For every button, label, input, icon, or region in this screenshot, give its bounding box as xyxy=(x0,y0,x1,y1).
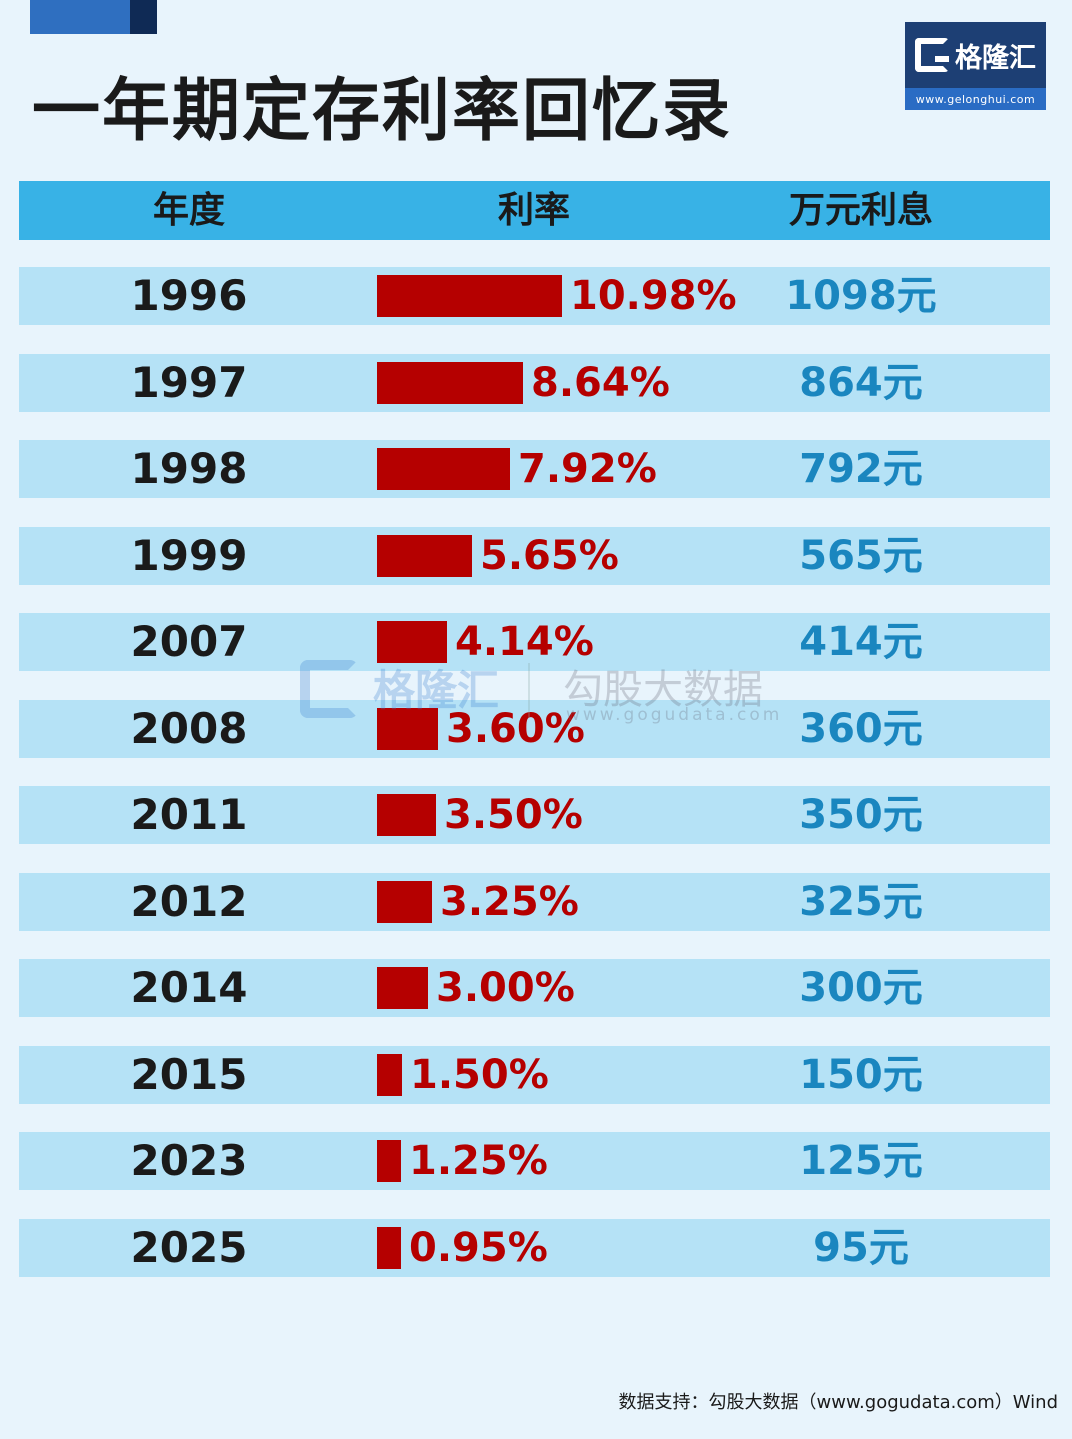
header-rate: 利率 xyxy=(497,190,571,231)
table-row: 1996 10.98% 1098元 xyxy=(19,267,1050,325)
rate-label: 5.65% xyxy=(480,533,619,579)
rate-label: 3.25% xyxy=(440,879,579,925)
table-row: 2023 1.25% 125元 xyxy=(19,1132,1050,1190)
header-interest: 万元利息 xyxy=(788,190,934,231)
table-row: 2025 0.95% 95元 xyxy=(19,1219,1050,1277)
interest-label: 360元 xyxy=(799,706,923,752)
rate-label: 0.95% xyxy=(409,1225,548,1271)
rate-bar xyxy=(377,794,436,836)
rate-label: 8.64% xyxy=(531,360,670,406)
rate-label: 1.25% xyxy=(409,1138,548,1184)
table-row: 1998 7.92% 792元 xyxy=(19,440,1050,498)
interest-label: 125元 xyxy=(799,1138,923,1184)
rate-bar xyxy=(377,362,523,404)
table-row: 2011 3.50% 350元 xyxy=(19,786,1050,844)
table-row: 2014 3.00% 300元 xyxy=(19,959,1050,1017)
rate-label: 1.50% xyxy=(410,1052,549,1098)
row-year: 2011 xyxy=(130,790,248,839)
logo-name: 格隆汇 xyxy=(955,42,1036,74)
table-header: 年度 利率 万元利息 xyxy=(19,181,1050,240)
g-logo-icon xyxy=(915,38,949,72)
rate-bar xyxy=(377,708,438,750)
rate-bar xyxy=(377,1140,401,1182)
table-row: 2007 4.14% 414元 xyxy=(19,613,1050,671)
interest-label: 325元 xyxy=(799,879,923,925)
table-row: 2008 3.60% 360元 xyxy=(19,700,1050,758)
row-year: 2008 xyxy=(130,704,248,753)
rate-bar xyxy=(377,275,562,317)
top-accent-bar-light xyxy=(30,0,130,34)
interest-label: 95元 xyxy=(813,1225,909,1271)
rate-bar xyxy=(377,1227,401,1269)
row-year: 2007 xyxy=(130,617,248,666)
page-title: 一年期定存利率回忆录 xyxy=(32,72,733,151)
rate-label: 3.60% xyxy=(446,706,585,752)
table-row: 2012 3.25% 325元 xyxy=(19,873,1050,931)
row-year: 2025 xyxy=(130,1223,248,1272)
row-year: 2015 xyxy=(130,1050,248,1099)
row-year: 2012 xyxy=(130,877,248,926)
interest-label: 300元 xyxy=(799,965,923,1011)
rate-label: 7.92% xyxy=(518,446,657,492)
rate-label: 4.14% xyxy=(455,619,594,665)
gelonghui-logo: 格隆汇 www.gelonghui.com xyxy=(905,22,1046,110)
interest-label: 864元 xyxy=(799,360,923,406)
rate-bar xyxy=(377,621,447,663)
table-row: 2015 1.50% 150元 xyxy=(19,1046,1050,1104)
interest-label: 150元 xyxy=(799,1052,923,1098)
data-source-footer: 数据支持：勾股大数据（www.gogudata.com）Wind xyxy=(618,1392,1058,1413)
interest-label: 350元 xyxy=(799,792,923,838)
row-year: 2023 xyxy=(130,1136,248,1185)
rate-label: 3.00% xyxy=(436,965,575,1011)
interest-label: 1098元 xyxy=(785,273,937,319)
rate-bar xyxy=(377,1054,402,1096)
rate-bar xyxy=(377,448,510,490)
row-year: 1997 xyxy=(130,358,248,407)
row-year: 1999 xyxy=(130,531,248,580)
interest-label: 792元 xyxy=(799,446,923,492)
row-year: 2014 xyxy=(130,963,248,1012)
table-row: 1997 8.64% 864元 xyxy=(19,354,1050,412)
interest-label: 565元 xyxy=(799,533,923,579)
rate-bar xyxy=(377,535,472,577)
rate-label: 10.98% xyxy=(570,273,737,319)
row-year: 1996 xyxy=(130,271,248,320)
logo-url: www.gelonghui.com xyxy=(905,88,1046,110)
rate-bar xyxy=(377,881,432,923)
row-year: 1998 xyxy=(130,444,248,493)
interest-label: 414元 xyxy=(799,619,923,665)
rate-label: 3.50% xyxy=(444,792,583,838)
top-accent-bar-dark xyxy=(130,0,157,34)
table-row: 1999 5.65% 565元 xyxy=(19,527,1050,585)
header-year: 年度 xyxy=(152,190,226,231)
rate-bar xyxy=(377,967,428,1009)
